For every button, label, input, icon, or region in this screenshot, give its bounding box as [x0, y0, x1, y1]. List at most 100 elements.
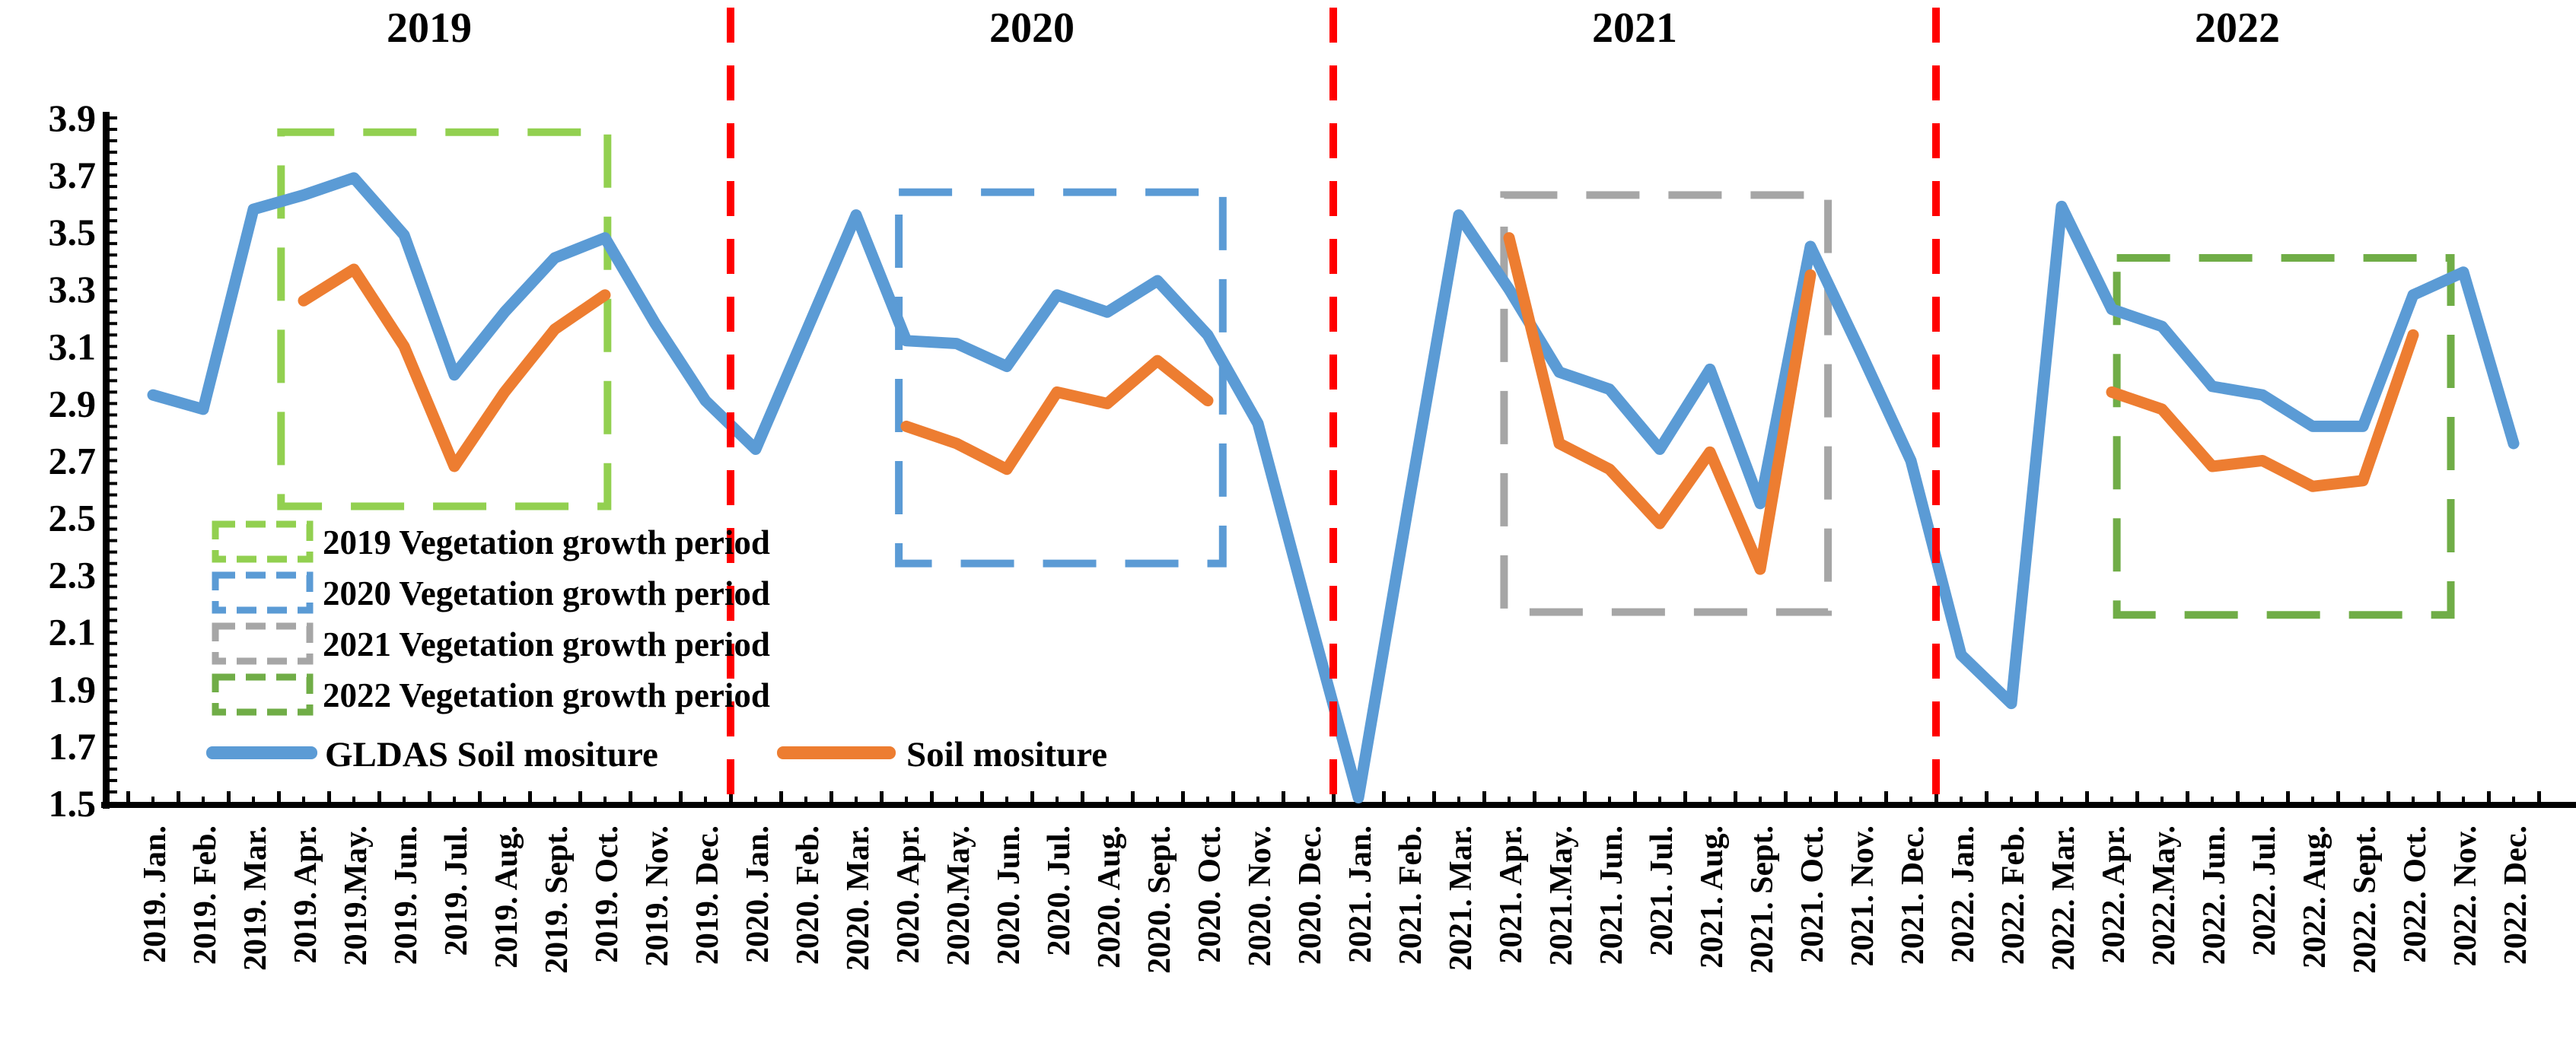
legend-item-gldas-soil-moisture: GLDAS Soil mositure: [206, 735, 658, 774]
x-mid-tick: [1056, 797, 1059, 805]
y-minor-tick: [107, 276, 117, 280]
x-mid-tick: [704, 797, 707, 805]
x-tick-label: 2020. Oct.: [1192, 825, 1228, 963]
x-boundary-tick: [1332, 791, 1336, 805]
x-boundary-tick: [2186, 791, 2189, 805]
legend-swatch-2019-box-icon: [212, 520, 314, 563]
x-tick-label: 2020. Jun.: [992, 825, 1027, 965]
x-mid-tick: [955, 797, 958, 805]
y-minor-tick: [107, 116, 117, 119]
x-tick-label: 2020. Feb.: [791, 825, 826, 965]
y-tick-label: 2.9: [49, 382, 97, 425]
x-tick-label: 2019. Aug.: [489, 825, 524, 968]
y-minor-tick: [107, 470, 117, 474]
x-tick-label: 2022. Jun.: [2197, 825, 2232, 965]
legend-label: 2020 Vegetation growth period: [323, 574, 770, 612]
x-mid-tick: [352, 797, 355, 805]
x-boundary-tick: [126, 791, 130, 805]
x-tick-label: 2019. Jul.: [439, 825, 474, 956]
x-mid-tick: [1809, 797, 1812, 805]
x-mid-tick: [1457, 797, 1460, 805]
legend-label: 2019 Vegetation growth period: [323, 523, 770, 561]
y-minor-tick: [107, 550, 117, 554]
y-minor-tick: [107, 493, 117, 497]
y-minor-tick: [107, 310, 117, 314]
soil-moisture-line: [298, 263, 611, 472]
x-tick-label: 2022. Mar.: [2046, 825, 2081, 971]
x-tick-label: 2021. Mar.: [1444, 825, 1479, 971]
x-mid-tick: [2462, 797, 2465, 805]
x-mid-tick: [503, 797, 506, 805]
x-tick-label: 2019. Apr.: [288, 825, 323, 964]
x-boundary-tick: [829, 791, 833, 805]
y-minor-tick: [107, 539, 117, 542]
x-mid-tick: [1005, 797, 1008, 805]
x-tick-label: 2020. Mar.: [841, 825, 876, 971]
growth-box-2021: [1500, 191, 1832, 616]
x-tick-label: 2019. Mar.: [238, 825, 273, 971]
y-minor-tick: [107, 196, 117, 200]
soil-moisture-line-2: [1503, 232, 1817, 575]
y-minor-tick: [107, 459, 117, 463]
x-mid-tick: [1307, 797, 1310, 805]
x-mid-tick: [151, 797, 154, 805]
x-tick-label: 2020. Jul.: [1042, 825, 1077, 956]
y-minor-tick: [107, 208, 117, 211]
y-minor-tick: [107, 379, 117, 383]
y-minor-tick: [107, 596, 117, 600]
x-boundary-tick: [1181, 791, 1185, 805]
y-minor-tick: [107, 721, 117, 725]
y-minor-tick: [107, 322, 117, 326]
x-boundary-tick: [1533, 791, 1536, 805]
x-mid-tick: [252, 797, 255, 805]
x-tick-label: 2020. Sept.: [1142, 825, 1177, 974]
legend-item-soil-moisture: Soil mositure: [777, 735, 1107, 774]
x-boundary-tick: [528, 791, 532, 805]
year-label-2022: 2022: [2195, 5, 2280, 52]
x-tick-label: 2022. Aug.: [2297, 825, 2332, 968]
y-minor-tick: [107, 436, 117, 440]
y-minor-tick: [107, 253, 117, 257]
y-minor-tick: [107, 744, 117, 748]
x-boundary-tick: [880, 791, 884, 805]
y-minor-tick: [107, 778, 117, 782]
y-minor-tick: [107, 288, 117, 291]
x-tick-label: 2021. Nov.: [1845, 825, 1880, 967]
y-minor-tick: [107, 687, 117, 691]
x-mid-tick: [1106, 797, 1109, 805]
x-boundary-tick: [1934, 791, 1938, 805]
y-minor-tick: [107, 162, 117, 166]
x-boundary-tick: [428, 791, 431, 805]
x-tick-label: 2019. Oct.: [590, 825, 625, 963]
x-boundary-tick: [1030, 791, 1034, 805]
x-mid-tick: [2361, 797, 2364, 805]
x-boundary-tick: [1985, 791, 1989, 805]
y-minor-tick: [107, 573, 117, 577]
x-tick-label: 2020. Jan.: [740, 825, 775, 963]
x-boundary-tick: [478, 791, 482, 805]
legend-swatch-2021-box-icon: [212, 622, 314, 665]
y-minor-tick: [107, 630, 117, 634]
y-minor-tick: [107, 367, 117, 371]
x-boundary-tick: [177, 791, 180, 805]
y-tick-label: 3.7: [49, 154, 97, 196]
x-mid-tick: [1256, 797, 1259, 805]
y-minor-tick: [107, 619, 117, 622]
x-tick-label: 2020. Nov.: [1243, 825, 1278, 967]
x-mid-tick: [1909, 797, 1912, 805]
y-minor-tick: [107, 128, 117, 132]
x-mid-tick: [1708, 797, 1711, 805]
legend-swatch-gldas-line-icon: [206, 746, 317, 759]
x-boundary-tick: [2236, 791, 2240, 805]
x-boundary-tick: [1834, 791, 1838, 805]
x-tick-label: 2021. Dec.: [1896, 825, 1931, 965]
y-tick-label: 3.1: [49, 325, 97, 367]
x-boundary-tick: [1382, 791, 1386, 805]
x-mid-tick: [2010, 797, 2013, 805]
x-tick-label: 2019. Jan.: [138, 825, 173, 963]
legend-item-2019-growth-period: 2019 Vegetation growth period: [212, 520, 770, 563]
x-boundary-tick: [1231, 791, 1235, 805]
x-boundary-tick: [729, 791, 733, 805]
x-mid-tick: [553, 797, 556, 805]
